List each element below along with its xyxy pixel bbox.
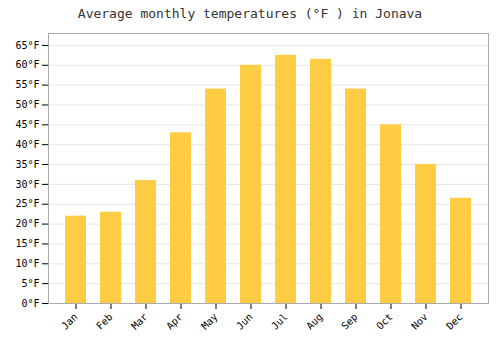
svg-text:Mar: Mar (129, 311, 150, 332)
svg-text:50°F: 50°F (15, 99, 39, 110)
svg-text:Jul: Jul (269, 311, 290, 332)
svg-text:35°F: 35°F (15, 159, 39, 170)
svg-text:65°F: 65°F (15, 40, 39, 51)
svg-text:25°F: 25°F (15, 198, 39, 209)
svg-text:Aug: Aug (304, 311, 325, 332)
svg-text:30°F: 30°F (15, 179, 39, 190)
svg-text:20°F: 20°F (15, 218, 39, 229)
svg-text:Feb: Feb (94, 311, 115, 332)
html-text:Average monthly temperatures (: Average monthly temperatures (°F ) in Jo… (77, 6, 423, 21)
svg-text:May: May (199, 311, 220, 332)
svg-text:15°F: 15°F (15, 238, 39, 249)
svg-text:10°F: 10°F (15, 258, 39, 269)
svg-text:0°F: 0°F (21, 298, 39, 309)
svg-text:Jan: Jan (59, 311, 80, 332)
svg-text:Nov: Nov (409, 311, 430, 332)
svg-text:Dec: Dec (444, 311, 465, 332)
svg-text:60°F: 60°F (15, 59, 39, 70)
svg-text:Oct: Oct (374, 311, 395, 332)
svg-text:Sep: Sep (339, 311, 360, 332)
svg-text:45°F: 45°F (15, 119, 39, 130)
svg-text:55°F: 55°F (15, 79, 39, 90)
svg-text:40°F: 40°F (15, 139, 39, 150)
svg-text:5°F: 5°F (21, 278, 39, 289)
svg-text:Jun: Jun (234, 311, 255, 332)
svg-text:Apr: Apr (164, 311, 185, 332)
